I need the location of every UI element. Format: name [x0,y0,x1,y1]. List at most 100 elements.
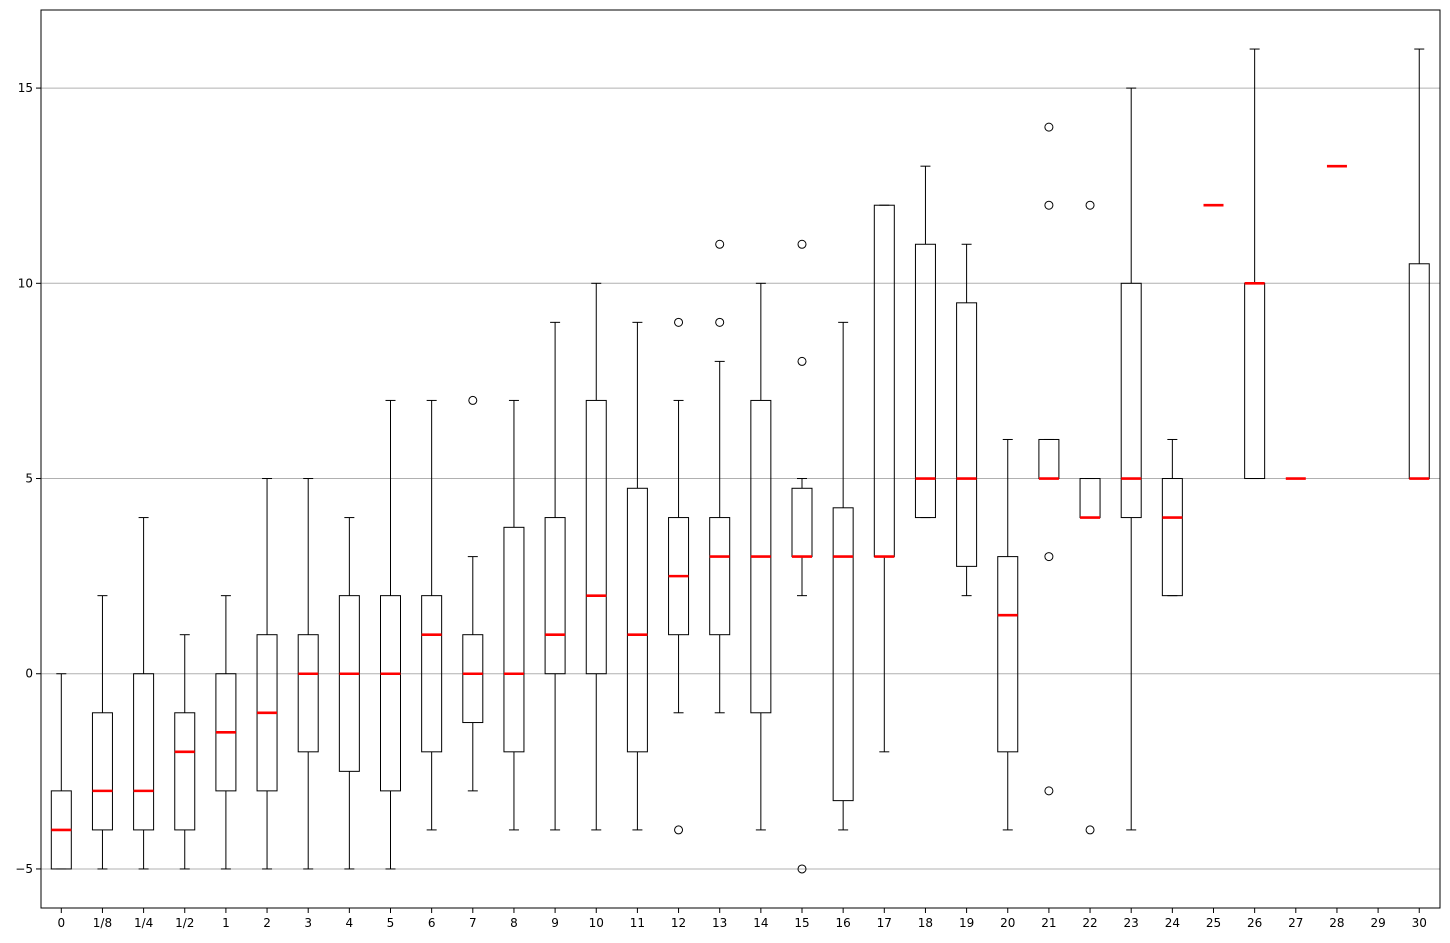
iqr-box [791,487,813,558]
y-tick-label: 10 [18,276,33,290]
iqr-box [585,399,607,675]
box-1/8 [91,595,113,870]
box-3 [297,478,319,870]
iqr-box [914,243,936,519]
x-tick-label: 12 [671,916,686,930]
iqr-box [832,507,854,802]
box-13 [709,239,731,714]
x-tick-label: 3 [304,916,312,930]
x-tick-label: 11 [630,916,645,930]
x-tick-label: 7 [469,916,477,930]
box-4 [338,517,360,870]
x-tick-label: 21 [1041,916,1056,930]
x-tick-label: 6 [428,916,436,930]
outlier-point [797,239,807,249]
iqr-box [1408,263,1430,480]
outlier-point [797,356,807,366]
plot-frame [40,9,1441,909]
outlier-point [674,825,684,835]
iqr-box [544,517,566,675]
box-2 [256,478,278,870]
outlier-point [1085,200,1095,210]
outlier-point [674,317,684,327]
iqr-box [174,712,196,831]
box-1 [215,595,237,870]
x-tick-label: 14 [753,916,768,930]
iqr-box [956,302,978,567]
x-tick-label: 13 [712,916,727,930]
boxes [50,48,1430,874]
y-tick-label: 15 [18,81,33,95]
x-tick-label: 17 [877,916,892,930]
y-tick-label: −5 [15,862,33,876]
iqr-box [997,556,1019,753]
y-tick-label: 0 [25,667,33,681]
x-tick-label: 26 [1247,916,1262,930]
iqr-box [380,595,401,792]
iqr-box [1244,282,1266,480]
iqr-box [421,595,443,753]
x-tick-label: 0 [57,916,65,930]
x-tick-label: 23 [1124,916,1139,930]
box-6 [421,399,443,831]
box-12 [668,317,690,835]
outlier-point [1085,825,1095,835]
x-tick-label: 9 [551,916,559,930]
x-tick-label: 22 [1082,916,1097,930]
x-tick-label: 27 [1288,916,1303,930]
box-23 [1120,87,1142,831]
x-tick-label: 5 [387,916,395,930]
box-15 [791,239,813,874]
x-tick-label: 10 [589,916,604,930]
x-tick-label: 4 [346,916,354,930]
x-axis: 0 1/8 1/4 1/2 1 2 3 4 5 6 7 8 9 10 11 12 13 14 15 16 17 18 19 2… [57,908,1427,930]
grid-lines [41,87,1440,870]
iqr-box [1079,478,1101,519]
x-tick-label: 30 [1412,916,1427,930]
iqr-box [709,517,731,636]
iqr-box [626,487,648,753]
box-18 [914,165,936,519]
y-axis: −5 0 5 10 15 [15,81,41,876]
box-11 [626,321,648,831]
box-21 [1038,122,1060,796]
box-16 [832,321,854,831]
iqr-box [462,634,484,724]
iqr-box [1161,478,1183,597]
box-10 [585,282,607,831]
box-14 [750,282,772,831]
box-5 [380,399,401,870]
box-8 [503,399,525,831]
x-tick-label: 18 [918,916,933,930]
box-20 [997,438,1019,831]
box-7 [462,395,484,792]
iqr-box [91,712,113,831]
outlier-point [1044,122,1054,132]
x-tick-label: 20 [1000,916,1015,930]
x-tick-label: 15 [794,916,809,930]
box-0 [50,673,72,870]
box-17 [873,204,895,753]
outlier-point [715,239,725,249]
x-tick-label: 1/2 [175,916,194,930]
iqr-box [297,634,319,753]
y-tick-label: 5 [25,472,33,486]
box-9 [544,321,566,831]
box-1/2 [174,634,196,870]
box-30 [1408,48,1430,480]
outlier-point [1044,200,1054,210]
box-24 [1161,438,1183,597]
x-tick-label: 16 [836,916,851,930]
iqr-box [133,673,155,831]
outlier-point [797,864,807,874]
iqr-box [873,204,895,558]
iqr-box [1120,282,1142,519]
x-tick-label: 8 [510,916,518,930]
x-tick-label: 19 [959,916,974,930]
x-tick-label: 28 [1329,916,1344,930]
box-19 [956,243,978,597]
x-tick-label: 25 [1206,916,1221,930]
box-22 [1079,200,1101,835]
outlier-point [1044,786,1054,796]
box-26 [1244,48,1266,480]
